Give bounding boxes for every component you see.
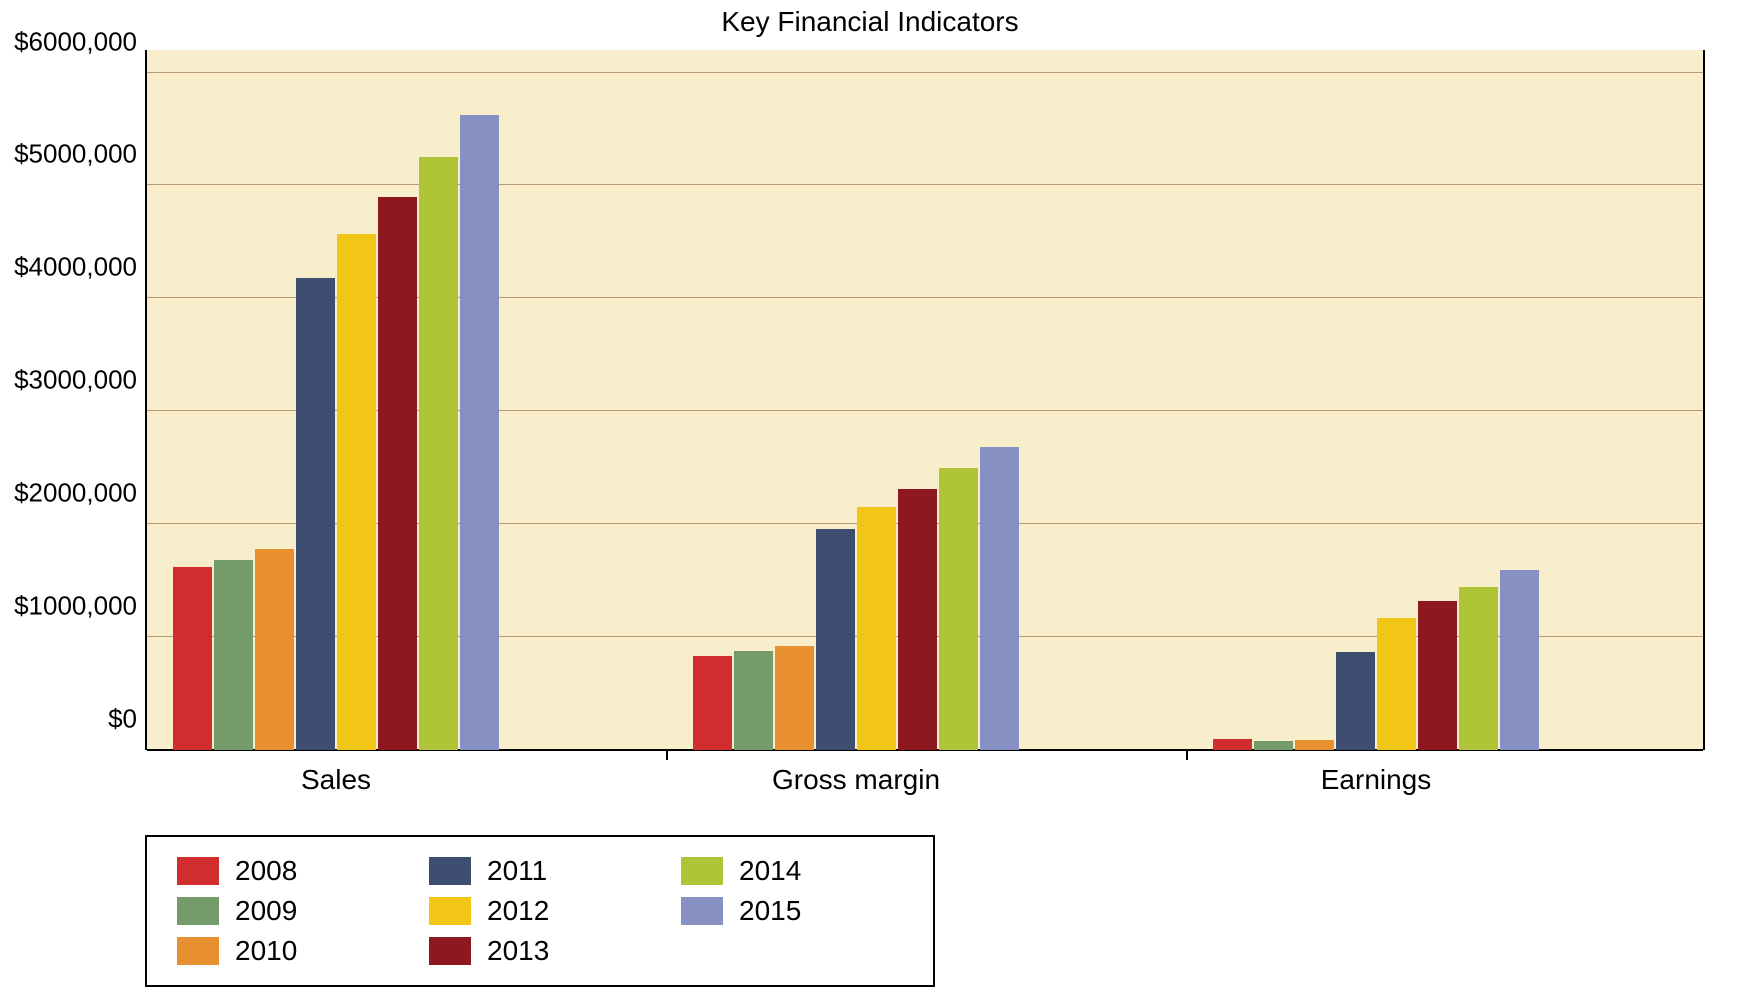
legend-label: 2010 [235,935,297,967]
x-tick-label: Sales [301,750,371,796]
bar [980,447,1019,750]
bar [337,234,376,750]
bar [857,507,896,750]
bar [255,549,294,750]
y-tick-label: $3000,000 [14,365,147,396]
legend-swatch [177,897,219,925]
y-tick-label: $2000,000 [14,478,147,509]
bar [173,567,212,750]
legend-label: 2012 [487,895,549,927]
legend-label: 2014 [739,855,801,887]
bar [1418,601,1457,750]
bar [296,278,335,750]
y-tick-label: $4000,000 [14,252,147,283]
x-tick-label: Earnings [1321,750,1432,796]
legend-swatch [681,897,723,925]
gridline [147,72,1703,73]
legend-label: 2009 [235,895,297,927]
y-tick-label: $6000,000 [14,26,147,57]
bar [1254,741,1293,750]
chart-container: Key Financial Indicators $0$1000,000$200… [0,0,1740,1003]
legend-swatch [177,937,219,965]
legend-swatch [681,857,723,885]
bar [378,197,417,750]
legend-item: 2010 [177,931,399,971]
legend-label: 2015 [739,895,801,927]
bar [775,646,814,750]
plot-area: $0$1000,000$2000,000$3000,000$4000,000$5… [145,50,1705,750]
y-tick-label: $5000,000 [14,139,147,170]
bar [419,157,458,750]
bar [693,656,732,750]
group-tick [666,750,668,760]
bar [1295,740,1334,750]
bar [1377,618,1416,750]
legend-item: 2009 [177,891,399,931]
legend: 2008 2009 2010 2011 2012 2013 2014 2015 [145,835,935,987]
legend-item: 2013 [429,931,651,971]
legend-swatch [429,897,471,925]
bar [816,529,855,750]
legend-item: 2012 [429,891,651,931]
bar [734,651,773,750]
legend-swatch [429,857,471,885]
group-tick [1186,750,1188,760]
legend-item: 2011 [429,851,651,891]
gridline [147,184,1703,185]
legend-label: 2011 [487,855,547,887]
y-tick-label: $0 [108,704,147,735]
legend-label: 2013 [487,935,549,967]
legend-item: 2015 [681,891,903,931]
bar [460,115,499,750]
bar [898,489,937,750]
bar [1459,587,1498,750]
bar [1500,570,1539,750]
bar [1213,739,1252,750]
bar [939,468,978,750]
legend-item: 2008 [177,851,399,891]
bar [214,560,253,750]
chart-title: Key Financial Indicators [0,6,1740,38]
legend-label: 2008 [235,855,297,887]
legend-swatch [177,857,219,885]
legend-item: 2014 [681,851,903,891]
legend-swatch [429,937,471,965]
x-tick-label: Gross margin [772,750,940,796]
y-tick-label: $1000,000 [14,591,147,622]
bar [1336,652,1375,750]
